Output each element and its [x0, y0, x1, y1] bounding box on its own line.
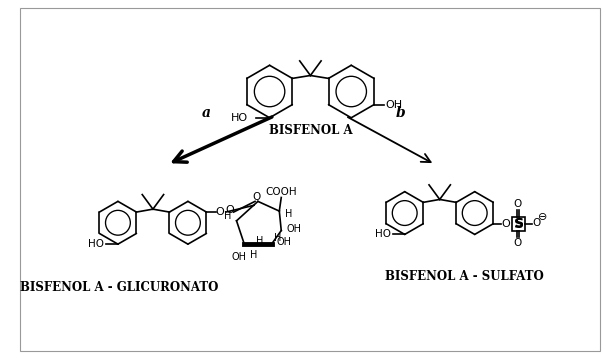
Text: H: H — [224, 211, 231, 221]
Text: HO: HO — [88, 239, 104, 249]
Text: H: H — [285, 209, 293, 219]
Text: H: H — [256, 236, 263, 246]
Text: H: H — [274, 233, 281, 243]
Text: O: O — [501, 219, 510, 229]
Text: H: H — [250, 250, 258, 260]
Text: b: b — [396, 106, 406, 120]
Text: O: O — [216, 207, 225, 217]
Text: ⊖: ⊖ — [538, 212, 547, 222]
Text: O: O — [513, 199, 522, 209]
Text: HO: HO — [231, 113, 248, 123]
Text: a: a — [202, 106, 211, 120]
Text: BISFENOL A: BISFENOL A — [269, 124, 352, 137]
Text: O: O — [253, 191, 261, 201]
Text: OH: OH — [286, 224, 301, 234]
Text: O: O — [513, 238, 522, 248]
Text: OH: OH — [232, 252, 247, 262]
FancyBboxPatch shape — [512, 217, 525, 230]
Text: O: O — [533, 218, 541, 228]
Text: OH: OH — [277, 237, 292, 247]
Text: S: S — [514, 217, 523, 230]
Text: HO: HO — [375, 229, 391, 239]
Text: O: O — [225, 205, 234, 215]
Text: BISFENOL A - SULFATO: BISFENOL A - SULFATO — [385, 270, 544, 283]
FancyBboxPatch shape — [20, 8, 600, 351]
Text: COOH: COOH — [265, 187, 297, 197]
Text: OH: OH — [385, 100, 403, 109]
Text: S: S — [513, 217, 524, 231]
Text: BISFENOL A - GLICURONATO: BISFENOL A - GLICURONATO — [20, 281, 218, 294]
